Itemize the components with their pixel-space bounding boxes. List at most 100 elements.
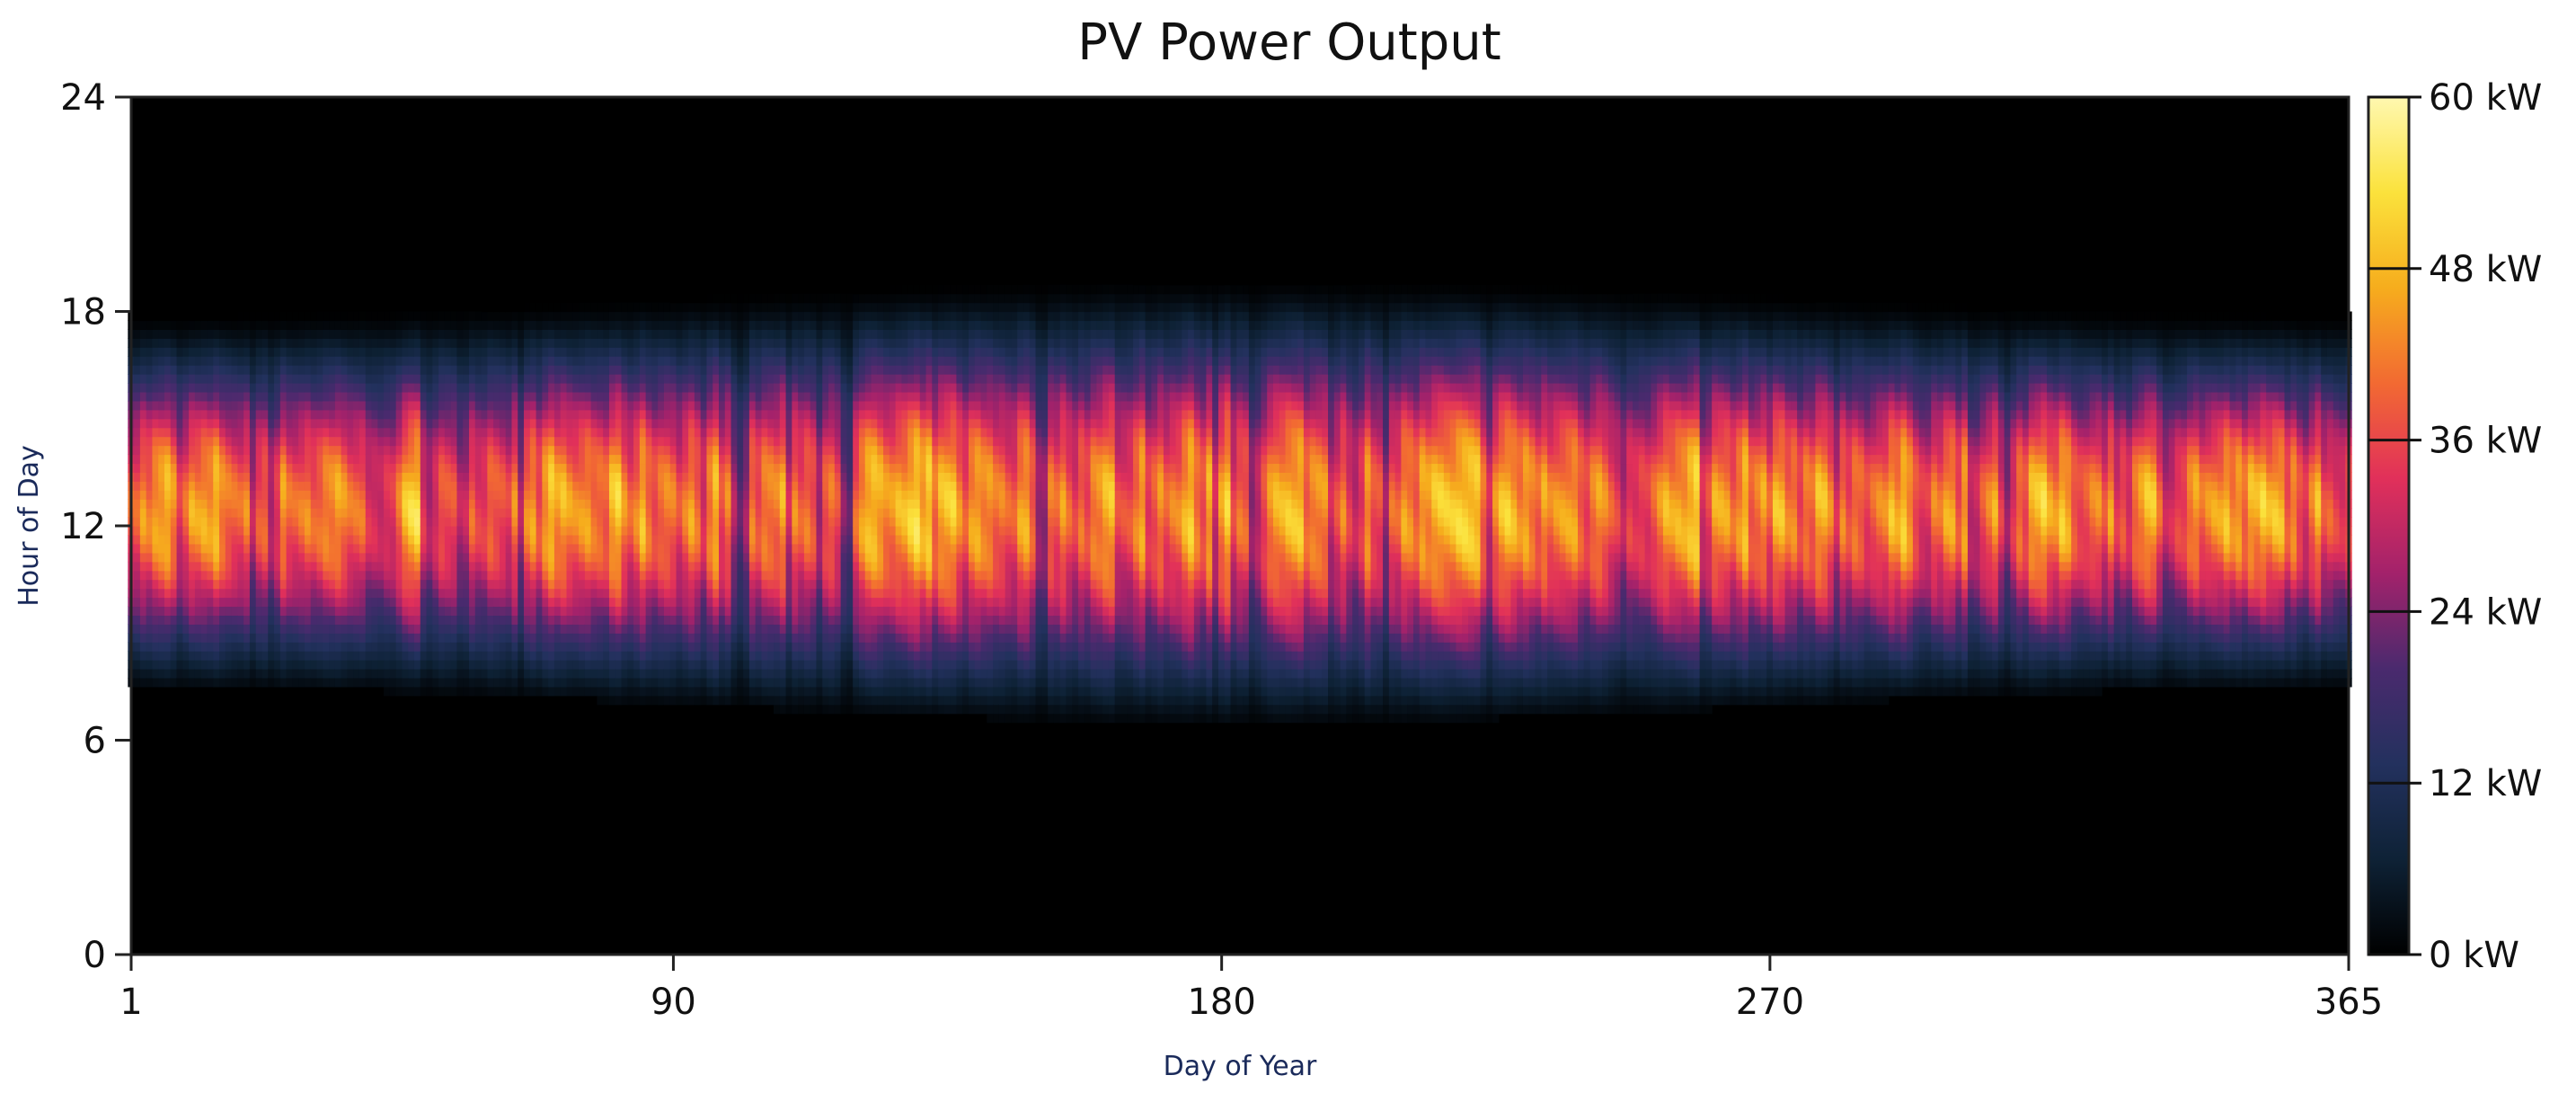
heatmap-cell <box>529 677 537 688</box>
heatmap-cell <box>730 374 738 384</box>
heatmap-cell <box>164 418 172 429</box>
heatmap-cell <box>450 391 458 402</box>
heatmap-cell <box>651 400 659 411</box>
heatmap-cell <box>663 418 671 429</box>
heatmap-cell <box>249 642 257 652</box>
heatmap-cell <box>645 409 652 420</box>
heatmap-cell <box>474 454 482 465</box>
heatmap-cell <box>444 365 452 375</box>
heatmap-cell <box>158 454 165 465</box>
heatmap-cell <box>706 615 713 625</box>
heatmap-cell <box>292 534 299 545</box>
heatmap-cell <box>274 597 281 608</box>
heatmap-cell <box>420 374 428 384</box>
heatmap-cell <box>158 374 165 384</box>
heatmap-cell <box>694 686 702 697</box>
heatmap-cell <box>785 409 792 420</box>
heatmap-cell <box>639 499 647 509</box>
heatmap-cell <box>651 517 659 527</box>
heatmap-cell <box>548 677 555 688</box>
heatmap-cell <box>261 588 269 599</box>
heatmap-cell <box>584 570 592 581</box>
heatmap-cell <box>158 543 165 554</box>
heatmap-cell <box>292 526 299 536</box>
heatmap-cell <box>572 490 580 500</box>
heatmap-cell <box>676 374 683 384</box>
heatmap-cell <box>816 302 823 313</box>
heatmap-cell <box>792 427 799 438</box>
heatmap-cell <box>268 409 275 420</box>
heatmap-cell <box>524 624 531 634</box>
heatmap-cell <box>553 526 562 536</box>
heatmap-cell <box>139 409 147 420</box>
heatmap-cell <box>505 365 513 375</box>
heatmap-cell <box>456 454 464 465</box>
heatmap-cell <box>249 517 257 527</box>
heatmap-cell <box>261 463 269 473</box>
heatmap-cell <box>359 347 367 357</box>
heatmap-cell <box>243 499 251 509</box>
heatmap-cell <box>608 481 616 491</box>
heatmap-cell <box>243 588 251 599</box>
heatmap-cell <box>474 499 482 509</box>
heatmap-cell <box>603 454 610 465</box>
heatmap-cell <box>761 365 768 375</box>
heatmap-cell <box>730 302 738 313</box>
heatmap-cell <box>706 588 713 599</box>
heatmap-cell <box>231 409 238 420</box>
heatmap-cell <box>700 651 708 661</box>
heatmap-cell <box>774 677 781 688</box>
heatmap-cell <box>511 383 518 393</box>
heatmap-cell <box>268 615 275 625</box>
heatmap-cell <box>608 427 616 438</box>
heatmap-cell <box>225 677 233 688</box>
heatmap-cell <box>767 463 775 473</box>
heatmap-cell <box>493 418 500 429</box>
heatmap-cell <box>511 427 518 438</box>
heatmap-cell <box>481 552 488 563</box>
heatmap-cell <box>304 669 312 679</box>
heatmap-cell <box>548 311 555 322</box>
heatmap-cell <box>231 320 238 330</box>
heatmap-cell <box>298 552 305 563</box>
heatmap-cell <box>255 499 263 509</box>
heatmap-cell <box>615 588 623 599</box>
heatmap-cell <box>779 463 787 473</box>
heatmap-cell <box>669 481 677 491</box>
heatmap-cell <box>420 472 428 482</box>
heatmap-cell <box>688 293 695 304</box>
heatmap-cell <box>560 383 568 393</box>
heatmap-cell <box>730 508 738 518</box>
heatmap-cell <box>590 570 598 581</box>
heatmap-cell <box>584 669 592 679</box>
heatmap-cell <box>413 481 421 491</box>
heatmap-cell <box>584 302 592 313</box>
heatmap-cell <box>645 356 652 366</box>
heatmap-cell <box>518 374 525 384</box>
heatmap-cell <box>146 597 154 608</box>
heatmap-cell <box>785 365 792 375</box>
heatmap-cell <box>292 517 299 527</box>
heatmap-cell <box>518 463 525 473</box>
heatmap-cell <box>341 669 348 679</box>
heatmap-cell <box>134 490 141 500</box>
heatmap-cell <box>590 356 598 366</box>
heatmap-cell <box>803 669 811 679</box>
heatmap-cell <box>463 383 470 393</box>
heatmap-cell <box>524 561 531 572</box>
heatmap-cell <box>384 436 391 447</box>
heatmap-cell <box>213 543 220 554</box>
heatmap-cell <box>658 695 665 706</box>
heatmap-cell <box>395 597 403 608</box>
heatmap-cell <box>463 400 470 411</box>
heatmap-cell <box>438 409 446 420</box>
heatmap-cell <box>572 338 580 348</box>
heatmap-cell <box>402 490 409 500</box>
heatmap-cell <box>713 597 720 608</box>
heatmap-cell <box>645 329 652 339</box>
heatmap-cell <box>164 570 172 581</box>
heatmap-cell <box>420 311 428 322</box>
heatmap-cell <box>408 391 415 402</box>
heatmap-cell <box>529 427 537 438</box>
heatmap-cell <box>724 409 732 420</box>
